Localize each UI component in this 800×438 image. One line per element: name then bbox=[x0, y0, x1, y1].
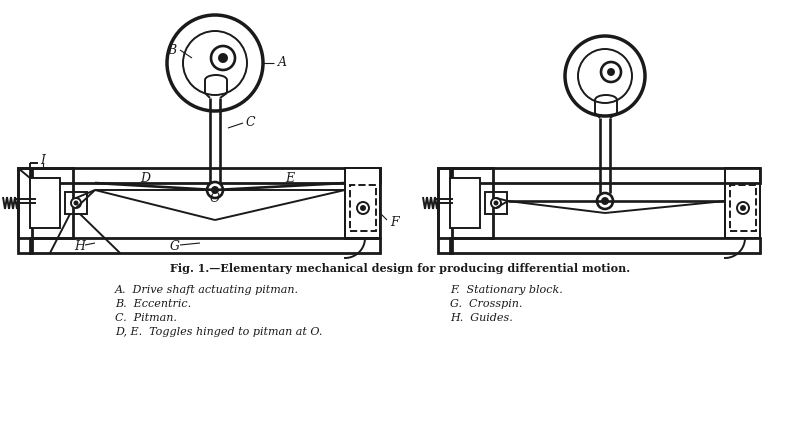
Bar bbox=[30, 178, 60, 228]
Text: C: C bbox=[245, 117, 255, 130]
Text: E: E bbox=[286, 172, 294, 184]
Bar bbox=[65, 192, 87, 214]
Text: I: I bbox=[41, 153, 46, 166]
Text: G: G bbox=[170, 240, 180, 252]
Text: D, E.  Toggles hinged to pitman at O.: D, E. Toggles hinged to pitman at O. bbox=[115, 327, 322, 337]
Circle shape bbox=[565, 36, 645, 116]
Text: H: H bbox=[74, 240, 86, 252]
Circle shape bbox=[219, 54, 227, 62]
Bar bbox=[730, 185, 756, 231]
Circle shape bbox=[212, 187, 218, 193]
Text: A: A bbox=[278, 57, 286, 70]
Text: G.  Crosspin.: G. Crosspin. bbox=[450, 299, 522, 309]
Circle shape bbox=[601, 62, 621, 82]
Bar bbox=[18, 168, 32, 253]
Text: Fig. 1.—Elementary mechanical design for producing differential motion.: Fig. 1.—Elementary mechanical design for… bbox=[170, 262, 630, 273]
Bar bbox=[725, 168, 760, 238]
Circle shape bbox=[357, 202, 369, 214]
Bar bbox=[438, 168, 493, 238]
Text: F.  Stationary block.: F. Stationary block. bbox=[450, 285, 562, 295]
Bar bbox=[450, 178, 480, 228]
Text: D: D bbox=[140, 172, 150, 184]
Text: B: B bbox=[167, 43, 177, 57]
Text: H.  Guides.: H. Guides. bbox=[450, 313, 513, 323]
Bar bbox=[30, 238, 380, 253]
Bar bbox=[345, 168, 380, 238]
Circle shape bbox=[491, 198, 501, 208]
Circle shape bbox=[602, 198, 608, 204]
Text: A.  Drive shaft actuating pitman.: A. Drive shaft actuating pitman. bbox=[115, 285, 299, 295]
Circle shape bbox=[207, 182, 223, 198]
Circle shape bbox=[741, 206, 745, 210]
Bar bbox=[485, 192, 507, 214]
Bar bbox=[350, 185, 376, 231]
Circle shape bbox=[608, 69, 614, 75]
Bar bbox=[438, 168, 452, 253]
Text: B.  Eccentric.: B. Eccentric. bbox=[115, 299, 191, 309]
Circle shape bbox=[597, 193, 613, 209]
Text: F: F bbox=[390, 216, 399, 230]
Circle shape bbox=[361, 206, 365, 210]
Circle shape bbox=[71, 198, 81, 208]
Bar bbox=[30, 168, 380, 183]
Bar bbox=[18, 168, 73, 238]
Text: O: O bbox=[210, 191, 220, 205]
Text: C.  Pitman.: C. Pitman. bbox=[115, 313, 177, 323]
Circle shape bbox=[167, 15, 263, 111]
Bar bbox=[450, 168, 760, 183]
Circle shape bbox=[74, 201, 78, 205]
Bar bbox=[450, 238, 760, 253]
Circle shape bbox=[183, 31, 247, 95]
Bar bbox=[345, 168, 380, 238]
Circle shape bbox=[737, 202, 749, 214]
Circle shape bbox=[578, 49, 632, 103]
Circle shape bbox=[494, 201, 498, 205]
Circle shape bbox=[211, 46, 235, 70]
